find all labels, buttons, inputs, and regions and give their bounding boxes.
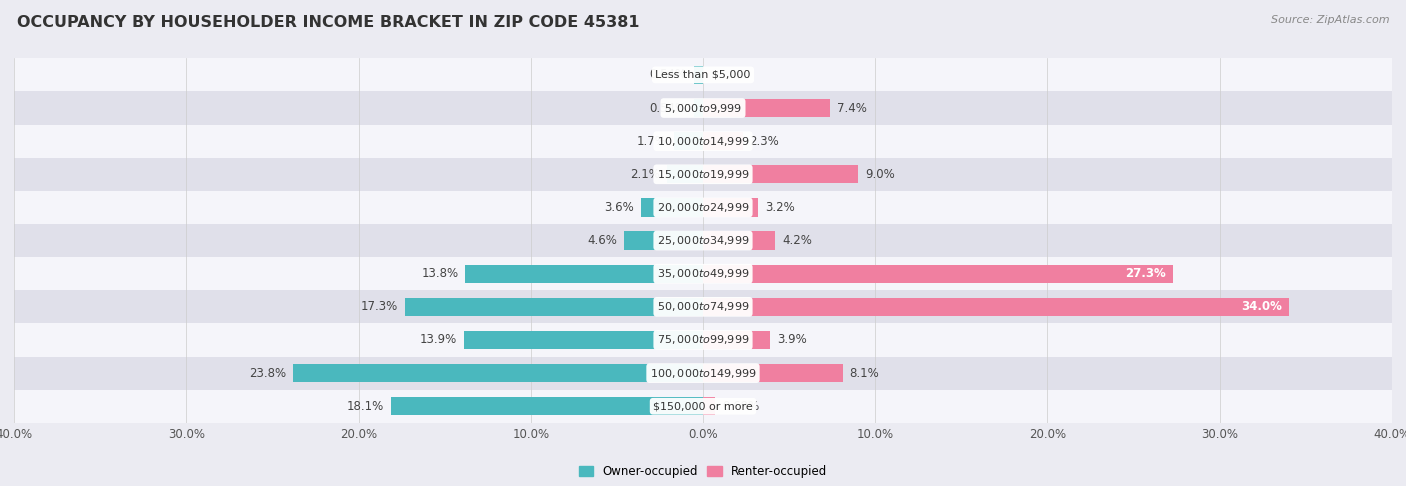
Bar bbox=[14, 191, 1392, 224]
Text: 1.7%: 1.7% bbox=[637, 135, 666, 148]
Bar bbox=[14, 124, 1392, 158]
Text: Less than $5,000: Less than $5,000 bbox=[655, 70, 751, 80]
Bar bbox=[703, 99, 831, 117]
Text: 8.1%: 8.1% bbox=[849, 366, 879, 380]
Text: $75,000 to $99,999: $75,000 to $99,999 bbox=[657, 333, 749, 347]
Text: 3.6%: 3.6% bbox=[605, 201, 634, 214]
Bar bbox=[703, 231, 775, 250]
Text: 0.54%: 0.54% bbox=[650, 69, 686, 81]
Bar bbox=[14, 257, 1392, 290]
Text: 0.54%: 0.54% bbox=[650, 102, 686, 115]
Text: $100,000 to $149,999: $100,000 to $149,999 bbox=[650, 366, 756, 380]
Text: $10,000 to $14,999: $10,000 to $14,999 bbox=[657, 135, 749, 148]
Text: 7.4%: 7.4% bbox=[838, 102, 868, 115]
Text: 0.69%: 0.69% bbox=[721, 400, 759, 413]
Bar bbox=[703, 264, 1173, 283]
Text: $20,000 to $24,999: $20,000 to $24,999 bbox=[657, 201, 749, 214]
Bar bbox=[693, 99, 703, 117]
Bar bbox=[703, 198, 758, 217]
Text: 23.8%: 23.8% bbox=[249, 366, 287, 380]
Text: 13.9%: 13.9% bbox=[419, 333, 457, 347]
Bar bbox=[14, 58, 1392, 91]
Text: 9.0%: 9.0% bbox=[865, 168, 894, 181]
Bar bbox=[14, 158, 1392, 191]
Bar bbox=[703, 397, 714, 416]
Bar bbox=[703, 165, 858, 183]
Bar bbox=[641, 198, 703, 217]
Bar bbox=[666, 165, 703, 183]
Bar bbox=[14, 390, 1392, 423]
Bar bbox=[703, 298, 1289, 316]
Bar bbox=[464, 331, 703, 349]
Bar bbox=[292, 364, 703, 382]
Bar bbox=[405, 298, 703, 316]
Text: $50,000 to $74,999: $50,000 to $74,999 bbox=[657, 300, 749, 313]
Bar bbox=[673, 132, 703, 150]
Text: $150,000 or more: $150,000 or more bbox=[654, 401, 752, 411]
Bar bbox=[14, 357, 1392, 390]
Bar bbox=[693, 66, 703, 84]
Bar bbox=[14, 323, 1392, 357]
Text: $15,000 to $19,999: $15,000 to $19,999 bbox=[657, 168, 749, 181]
Text: 3.2%: 3.2% bbox=[765, 201, 794, 214]
Text: $25,000 to $34,999: $25,000 to $34,999 bbox=[657, 234, 749, 247]
Text: 4.2%: 4.2% bbox=[782, 234, 813, 247]
Text: $35,000 to $49,999: $35,000 to $49,999 bbox=[657, 267, 749, 280]
Bar bbox=[703, 364, 842, 382]
Text: 27.3%: 27.3% bbox=[1126, 267, 1167, 280]
Text: 17.3%: 17.3% bbox=[361, 300, 398, 313]
Bar bbox=[465, 264, 703, 283]
Bar bbox=[624, 231, 703, 250]
Text: 13.8%: 13.8% bbox=[422, 267, 458, 280]
Text: $5,000 to $9,999: $5,000 to $9,999 bbox=[664, 102, 742, 115]
Bar bbox=[703, 132, 742, 150]
Text: Source: ZipAtlas.com: Source: ZipAtlas.com bbox=[1271, 15, 1389, 25]
Text: 2.3%: 2.3% bbox=[749, 135, 779, 148]
Bar bbox=[703, 331, 770, 349]
Text: 4.6%: 4.6% bbox=[588, 234, 617, 247]
Text: 18.1%: 18.1% bbox=[347, 400, 384, 413]
Text: 3.9%: 3.9% bbox=[778, 333, 807, 347]
Text: OCCUPANCY BY HOUSEHOLDER INCOME BRACKET IN ZIP CODE 45381: OCCUPANCY BY HOUSEHOLDER INCOME BRACKET … bbox=[17, 15, 640, 30]
Bar bbox=[14, 224, 1392, 257]
Text: 34.0%: 34.0% bbox=[1241, 300, 1282, 313]
Bar bbox=[14, 290, 1392, 323]
Legend: Owner-occupied, Renter-occupied: Owner-occupied, Renter-occupied bbox=[574, 460, 832, 483]
Text: 2.1%: 2.1% bbox=[630, 168, 659, 181]
Bar bbox=[14, 91, 1392, 124]
Bar bbox=[391, 397, 703, 416]
